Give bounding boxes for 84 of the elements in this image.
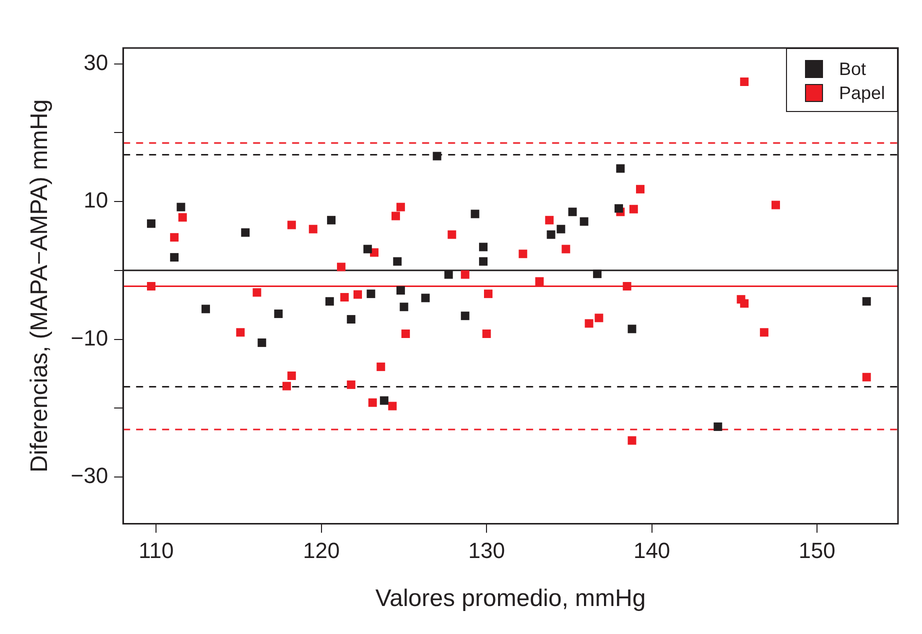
point (421, 294, 430, 302)
y-tick-label: −10 (70, 325, 108, 350)
point (363, 244, 372, 254)
point (401, 330, 410, 338)
point (628, 436, 636, 445)
point (340, 293, 349, 302)
point (740, 299, 749, 308)
point (176, 202, 186, 212)
point (346, 315, 356, 324)
point (432, 152, 442, 160)
point (325, 297, 334, 306)
point (396, 286, 405, 295)
point (479, 242, 488, 252)
point (201, 304, 210, 314)
x-tick-label: 140 (633, 538, 670, 564)
point (380, 396, 388, 405)
point (308, 224, 318, 234)
point (336, 262, 346, 272)
y-tick-label: 10 (84, 188, 108, 213)
point (546, 230, 556, 239)
point (518, 250, 528, 258)
point (593, 270, 602, 278)
point (393, 257, 402, 266)
point (444, 270, 453, 279)
point (396, 202, 405, 212)
point (388, 402, 397, 410)
legend-label: Bot (838, 58, 866, 81)
point (376, 362, 386, 372)
point (594, 314, 604, 322)
point (628, 324, 636, 334)
y-tick-label: 30 (84, 50, 108, 75)
point (287, 220, 296, 230)
point (146, 219, 156, 228)
point (862, 372, 871, 382)
point (258, 338, 266, 347)
point (327, 216, 336, 224)
point (460, 312, 470, 320)
point (460, 270, 470, 279)
point (482, 330, 491, 338)
legend-label: Papel (838, 82, 885, 105)
point (274, 310, 283, 318)
point (170, 253, 179, 262)
point (580, 217, 588, 226)
point (470, 210, 480, 218)
point (556, 224, 566, 234)
point (760, 328, 768, 337)
point (545, 216, 554, 224)
point (862, 297, 871, 306)
point (241, 228, 250, 237)
point (740, 77, 749, 86)
y-tick-label: −30 (70, 463, 108, 488)
point (622, 282, 632, 290)
point (629, 204, 638, 214)
x-tick-label: 130 (468, 538, 505, 564)
y-axis-title: Diferencias, (MAPA−AMPA) mmHg (26, 99, 54, 472)
point (448, 230, 456, 239)
point (236, 328, 245, 337)
point (614, 204, 624, 213)
point (282, 382, 291, 390)
point (252, 288, 262, 297)
point (368, 398, 377, 407)
point (616, 164, 625, 173)
point (771, 200, 780, 210)
point (178, 213, 187, 222)
point (568, 208, 577, 216)
point (636, 184, 644, 194)
point (479, 257, 488, 266)
point (346, 380, 356, 389)
x-tick-label: 110 (138, 538, 174, 564)
point (400, 302, 408, 312)
point (562, 244, 570, 254)
point (484, 290, 492, 298)
x-axis-title: Valores promedio, mmHg (375, 585, 646, 612)
point (170, 233, 179, 242)
point (287, 372, 296, 380)
point (391, 212, 400, 220)
point (146, 282, 156, 290)
point (353, 290, 362, 299)
point (584, 319, 594, 328)
point (714, 422, 722, 431)
point (535, 277, 544, 286)
x-tick-label: 120 (303, 538, 340, 564)
x-tick-label: 150 (798, 538, 836, 564)
point (366, 290, 376, 298)
